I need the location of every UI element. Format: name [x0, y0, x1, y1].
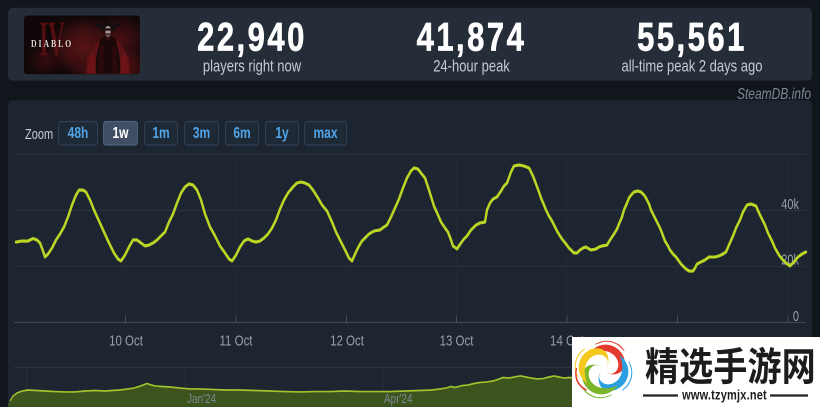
svg-text:0: 0 — [793, 308, 799, 325]
svg-text:Jan'24: Jan'24 — [187, 393, 217, 406]
svg-text:www.tzymjx.net: www.tzymjx.net — [681, 387, 767, 402]
svg-text:DIABLO: DIABLO — [31, 39, 73, 50]
svg-text:13 Oct: 13 Oct — [440, 332, 474, 349]
svg-text:11 Oct: 11 Oct — [220, 332, 253, 349]
svg-text:10 Oct: 10 Oct — [109, 332, 143, 349]
svg-text:Apr'24: Apr'24 — [384, 393, 413, 406]
svg-text:40k: 40k — [781, 196, 799, 213]
svg-text:12 Oct: 12 Oct — [330, 332, 364, 349]
svg-text:IV: IV — [39, 16, 64, 67]
